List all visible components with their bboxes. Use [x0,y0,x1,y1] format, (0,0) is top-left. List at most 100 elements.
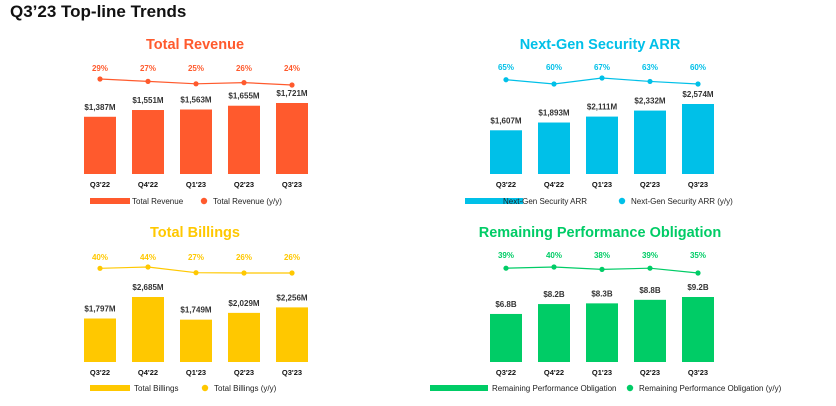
bar-value-label: $1,893M [538,109,569,118]
growth-dot [193,270,199,276]
legend-line-label: Remaining Performance Obligation (y/y) [639,384,782,393]
legend-bar-label: Total Revenue [132,197,184,206]
bar [538,304,570,362]
growth-label: 26% [236,253,252,262]
growth-dot [695,270,701,276]
growth-dot [289,270,295,276]
category-label: Q2'23 [234,180,254,189]
bar [682,297,714,362]
bar [132,297,164,362]
chart-title: Next-Gen Security ARR [520,37,681,53]
category-label: Q1'23 [186,180,206,189]
bar [276,307,308,362]
bar-value-label: $1,655M [228,92,259,101]
bar-value-label: $1,387M [84,103,115,112]
bar [634,299,666,362]
next-gen-security-arr-chart: Next-Gen Security ARR 65% $1,607M Q3'22 60% $… [465,37,733,206]
legend-bar-label: Total Billings [134,384,178,393]
bar [228,105,260,174]
bar [586,116,618,174]
growth-dot [241,270,247,276]
bar [84,116,116,174]
legend-line-swatch [201,384,209,392]
bar [538,122,570,174]
growth-dot [97,265,103,271]
category-label: Q1'23 [592,180,612,189]
category-label: Q2'23 [640,368,660,377]
growth-label: 39% [642,251,658,260]
legend-bar-swatch [90,198,130,204]
legend-bar-label: Remaining Performance Obligation [492,384,617,393]
growth-label: 26% [284,253,300,262]
legend-bar-label: Next-Gen Security ARR [503,197,587,206]
growth-dot [551,81,557,87]
bar [180,319,212,362]
growth-label: 67% [594,63,610,72]
category-label: Q4'22 [138,368,158,377]
chart-panel-total-billings: Total Billings 40% $1,797M Q3'22 44% $2,685M Q… [60,218,330,406]
bar-value-label: $2,332M [634,97,665,106]
legend-bar-swatch [90,385,130,391]
bar-value-label: $2,574M [682,90,713,99]
bar-value-label: $2,256M [276,293,307,302]
category-label: Q2'23 [640,180,660,189]
category-label: Q4'22 [544,180,564,189]
category-label: Q3'23 [688,368,708,377]
bar-value-label: $2,685M [132,283,163,292]
category-label: Q3'22 [496,368,516,377]
total-billings-chart: Total Billings 40% $1,797M Q3'22 44% $2,685M Q… [84,225,308,393]
category-label: Q2'23 [234,368,254,377]
category-label: Q4'22 [544,368,564,377]
category-label: Q3'23 [282,180,302,189]
bar-value-label: $2,029M [228,299,259,308]
bar [228,312,260,362]
growth-dot [241,80,247,86]
chart-title: Remaining Performance Obligation [479,225,722,241]
growth-label: 25% [188,64,204,73]
chart-title: Total Revenue [146,37,244,53]
growth-label: 39% [498,251,514,260]
growth-dot [145,78,151,84]
category-label: Q4'22 [138,180,158,189]
growth-label: 24% [284,64,300,73]
bar [682,104,714,174]
category-label: Q3'23 [282,368,302,377]
bar-value-label: $1,607M [490,116,521,125]
growth-dot [647,265,653,271]
growth-label: 44% [140,253,156,262]
chart-panel-total-revenue: Total Revenue 29% $1,387M Q3'22 27% $1,551M Q4… [60,30,330,220]
growth-label: 65% [498,63,514,72]
growth-dot [97,76,103,82]
growth-dot [647,78,653,85]
legend-line-swatch [200,197,208,205]
legend-line-label: Total Billings (y/y) [214,384,277,393]
category-label: Q3'23 [688,180,708,189]
bar-value-label: $1,563M [180,96,211,105]
remaining-performance-obligation-chart: Remaining Performance Obligation 39% $6.8B… [430,225,782,393]
bar [276,103,308,174]
bar-value-label: $1,721M [276,89,307,98]
growth-label: 27% [140,64,156,73]
legend-line-swatch [626,384,634,392]
bar [84,318,116,362]
page-title: Q3’23 Top-line Trends [10,2,187,21]
growth-label: 60% [690,63,706,72]
bar-value-label: $9.2B [687,283,709,292]
growth-label: 38% [594,251,610,260]
legend-line-label: Total Revenue (y/y) [213,197,282,206]
growth-dot [695,81,701,87]
category-label: Q3'22 [496,180,516,189]
growth-label: 40% [92,253,108,262]
growth-label: 29% [92,64,108,73]
growth-dot [289,82,295,88]
category-label: Q1'23 [186,368,206,377]
growth-dot [193,81,199,87]
bar-value-label: $2,111M [587,103,618,112]
bar [490,313,522,362]
bar-value-label: $1,749M [180,306,211,315]
growth-dot [551,264,557,270]
growth-dot [503,265,509,271]
bar-value-label: $1,551M [132,96,163,105]
bar [132,110,164,174]
growth-label: 35% [690,251,706,260]
